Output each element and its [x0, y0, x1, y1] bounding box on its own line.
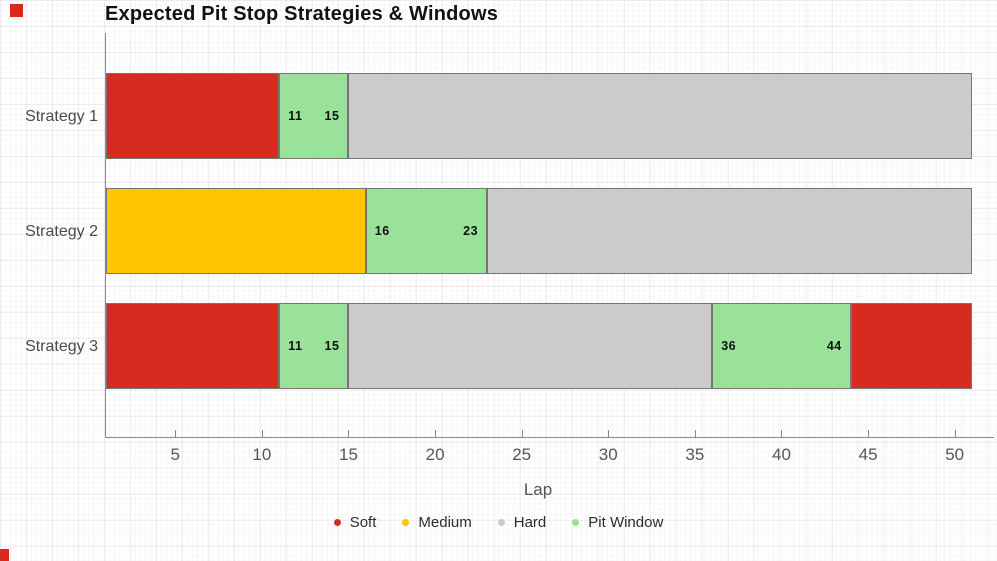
x-tick-mark [781, 430, 783, 437]
y-axis-label-strategy-2: Strategy 2 [25, 223, 98, 240]
x-tick-mark [608, 430, 610, 437]
x-tick-label: 40 [772, 445, 791, 464]
legend-item-label: Medium [418, 514, 472, 531]
corner-accent-bottom-left [0, 549, 9, 561]
pit-window-end-lap-label: 23 [463, 224, 479, 238]
y-axis-label-strategy-3: Strategy 3 [25, 338, 98, 355]
y-axis-label-strategy-1: Strategy 1 [25, 108, 98, 125]
pit-window-start-lap-label: 36 [721, 339, 737, 353]
legend-color-dot-icon [497, 519, 505, 526]
x-axis-title: Lap [523, 480, 553, 499]
x-tick-mark [694, 430, 696, 437]
x-tick-label: 5 [170, 445, 180, 464]
pit-window-start-lap-label: 16 [374, 224, 390, 238]
x-tick-mark [521, 430, 523, 437]
x-tick-mark [175, 430, 177, 437]
x-tick-mark [435, 430, 437, 437]
strategy-bar-row: 11 15 36 44 [106, 303, 972, 391]
segment-hard [348, 73, 972, 159]
x-tick-label: 35 [685, 445, 705, 464]
segment-hard [487, 188, 972, 274]
segment-soft [106, 73, 280, 159]
chart-title: Expected Pit Stop Strategies & Windows [105, 3, 499, 25]
corner-accent-top-left [10, 4, 23, 17]
pit-window-end-lap-label: 15 [324, 109, 340, 123]
legend-item-hard[interactable]: Hard [497, 514, 547, 531]
x-tick-label: 50 [945, 445, 965, 464]
plot-area: 11 15 16 23 11 15 36 44 5 10 15 20 25 30 35 40 45 50 [105, 33, 972, 464]
segment-soft [850, 303, 972, 389]
x-tick-label: 10 [252, 445, 272, 464]
x-tick-label: 20 [425, 445, 445, 464]
legend: Soft Medium Hard Pit Window [0, 514, 997, 531]
x-axis-line [105, 437, 994, 438]
legend-color-dot-icon [402, 519, 410, 526]
segment-pit-window: 16 23 [365, 188, 488, 274]
x-tick-mark [868, 430, 870, 437]
segment-soft [106, 303, 280, 389]
segment-hard [348, 303, 713, 389]
legend-color-dot-icon [333, 519, 341, 526]
x-tick-label: 30 [598, 445, 618, 464]
pit-window-end-lap-label: 15 [324, 339, 340, 353]
pit-window-start-lap-label: 11 [288, 109, 303, 123]
x-tick-label: 45 [858, 445, 878, 464]
legend-item-medium[interactable]: Medium [402, 514, 472, 531]
segment-pit-window: 36 44 [712, 303, 851, 389]
x-tick-mark [954, 430, 956, 437]
strategy-bar-row: 16 23 [106, 188, 972, 276]
legend-item-label: Pit Window [588, 514, 664, 531]
legend-item-label: Soft [349, 514, 377, 531]
pit-window-start-lap-label: 11 [288, 339, 303, 353]
x-tick-label: 15 [339, 445, 358, 464]
legend-item-pit-window[interactable]: Pit Window [572, 514, 663, 531]
segment-pit-window: 11 15 [279, 303, 349, 389]
legend-color-dot-icon [572, 519, 580, 526]
x-tick-mark [348, 430, 350, 437]
segment-medium [106, 188, 366, 274]
segment-pit-window: 11 15 [279, 73, 349, 159]
x-tick-label: 25 [512, 445, 532, 464]
strategy-bar-row: 11 15 [106, 73, 972, 161]
legend-item-label: Hard [513, 514, 547, 531]
pit-window-end-lap-label: 44 [826, 339, 842, 353]
legend-item-soft[interactable]: Soft [333, 514, 377, 531]
x-tick-mark [261, 430, 263, 437]
